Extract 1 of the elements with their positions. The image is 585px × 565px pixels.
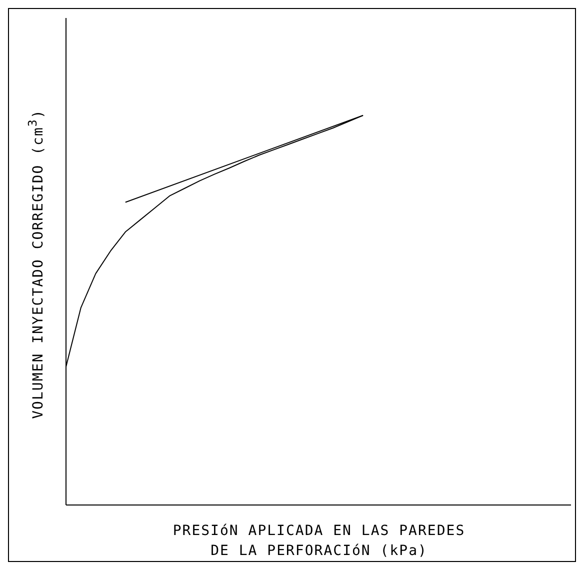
x-axis-title: PRESIóN APLICADA EN LAS PAREDES DE LA PERFORACIóN (kPa) (172, 522, 466, 561)
